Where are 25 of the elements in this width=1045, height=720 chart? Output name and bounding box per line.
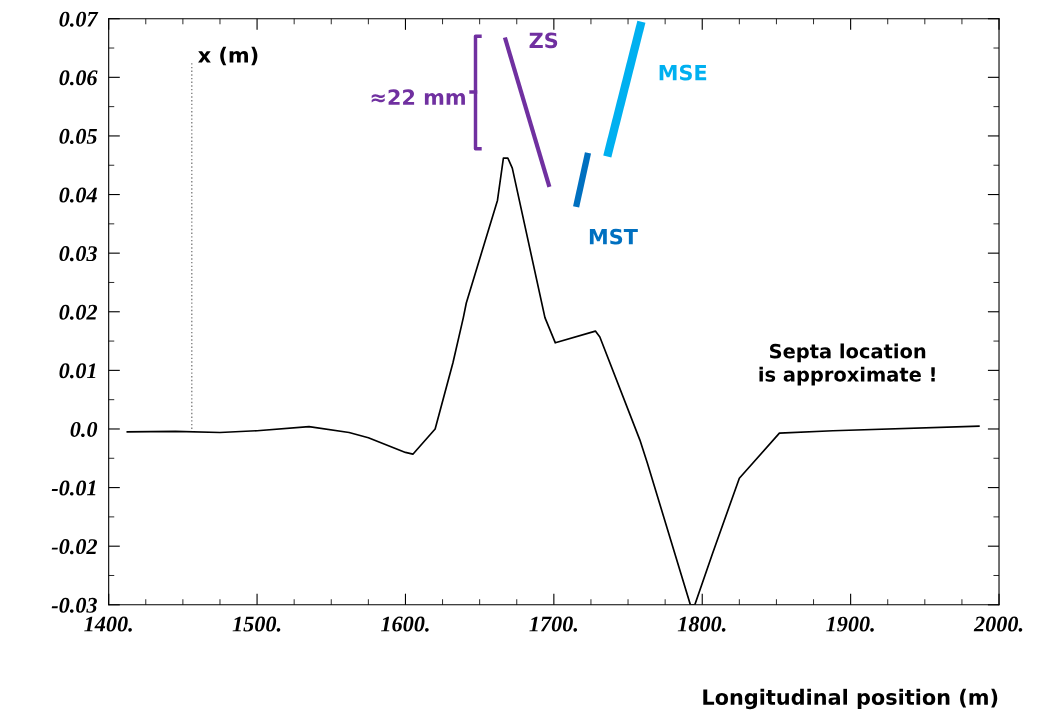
x-tick-label: 1600. xyxy=(380,616,429,632)
y-tick-label: 0.07 xyxy=(59,11,99,27)
y-tick-label: 0.04 xyxy=(59,187,97,203)
x-tick-label: 1900. xyxy=(826,616,874,632)
x-tick-label: 2000. xyxy=(973,616,1023,632)
annotation: ≈22 mm xyxy=(371,89,465,105)
y-tick-label: 0.0 xyxy=(70,421,98,437)
x-tick-label: 1800. xyxy=(677,616,726,632)
y-axis-title: x (m) xyxy=(198,46,258,66)
x-axis-title: Longitudinal position (m) xyxy=(703,688,998,710)
y-tick-label: -0.03 xyxy=(51,597,97,613)
y-tick-label: 0.06 xyxy=(59,70,98,86)
y-tick-label: 0.01 xyxy=(59,363,96,379)
x-tick-label: 1400. xyxy=(84,616,132,632)
series-label: MST xyxy=(589,228,638,245)
x-tick-label: 1700. xyxy=(529,616,578,632)
x-tick-label: 1500. xyxy=(232,616,281,632)
y-tick-label: 0.02 xyxy=(59,304,98,320)
annotation: Septa location is approximate ! xyxy=(759,343,935,386)
y-tick-label: -0.01 xyxy=(51,480,96,496)
y-tick-label: 0.05 xyxy=(59,128,97,144)
series-label: MSE xyxy=(659,64,707,81)
series-label: ZS xyxy=(529,32,558,49)
y-tick-label: 0.03 xyxy=(59,246,97,262)
y-tick-label: -0.02 xyxy=(51,539,98,555)
